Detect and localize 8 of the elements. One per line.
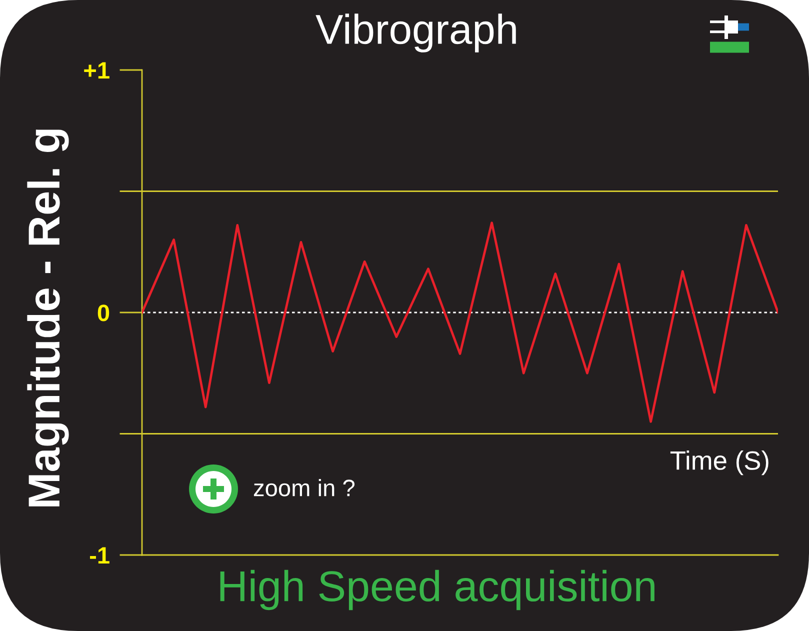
y-tick-label: 0 [98,304,110,322]
y-tick-label: +1 [84,62,110,79]
annotation: zoom in ? [254,478,354,496]
chart-title: Vibrograph [316,14,516,52]
y-tick-label: -1 [90,547,110,564]
text: High Speed acquisition [220,570,654,610]
x-axis-title: Time (S) [670,450,768,476]
y-axis-title: Magnitude - Rel. g [27,130,69,506]
